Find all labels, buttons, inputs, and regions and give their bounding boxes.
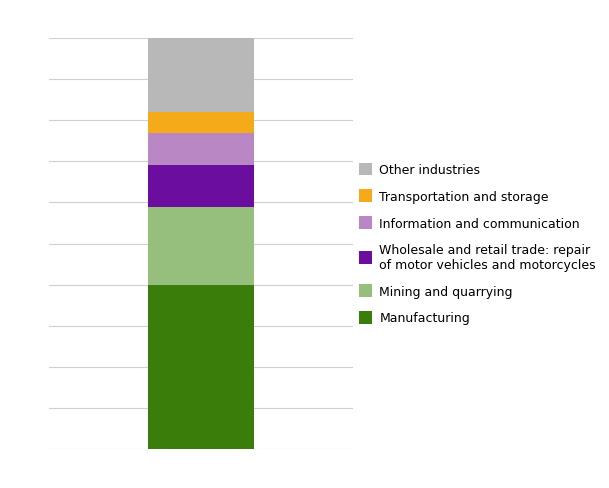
Bar [147,113,255,133]
Bar [147,285,255,449]
Bar [147,133,255,166]
Bar [147,166,255,207]
Legend: Other industries, Transportation and storage, Information and communication, Who: Other industries, Transportation and sto… [359,163,596,325]
Bar [147,39,255,113]
Bar [147,207,255,285]
